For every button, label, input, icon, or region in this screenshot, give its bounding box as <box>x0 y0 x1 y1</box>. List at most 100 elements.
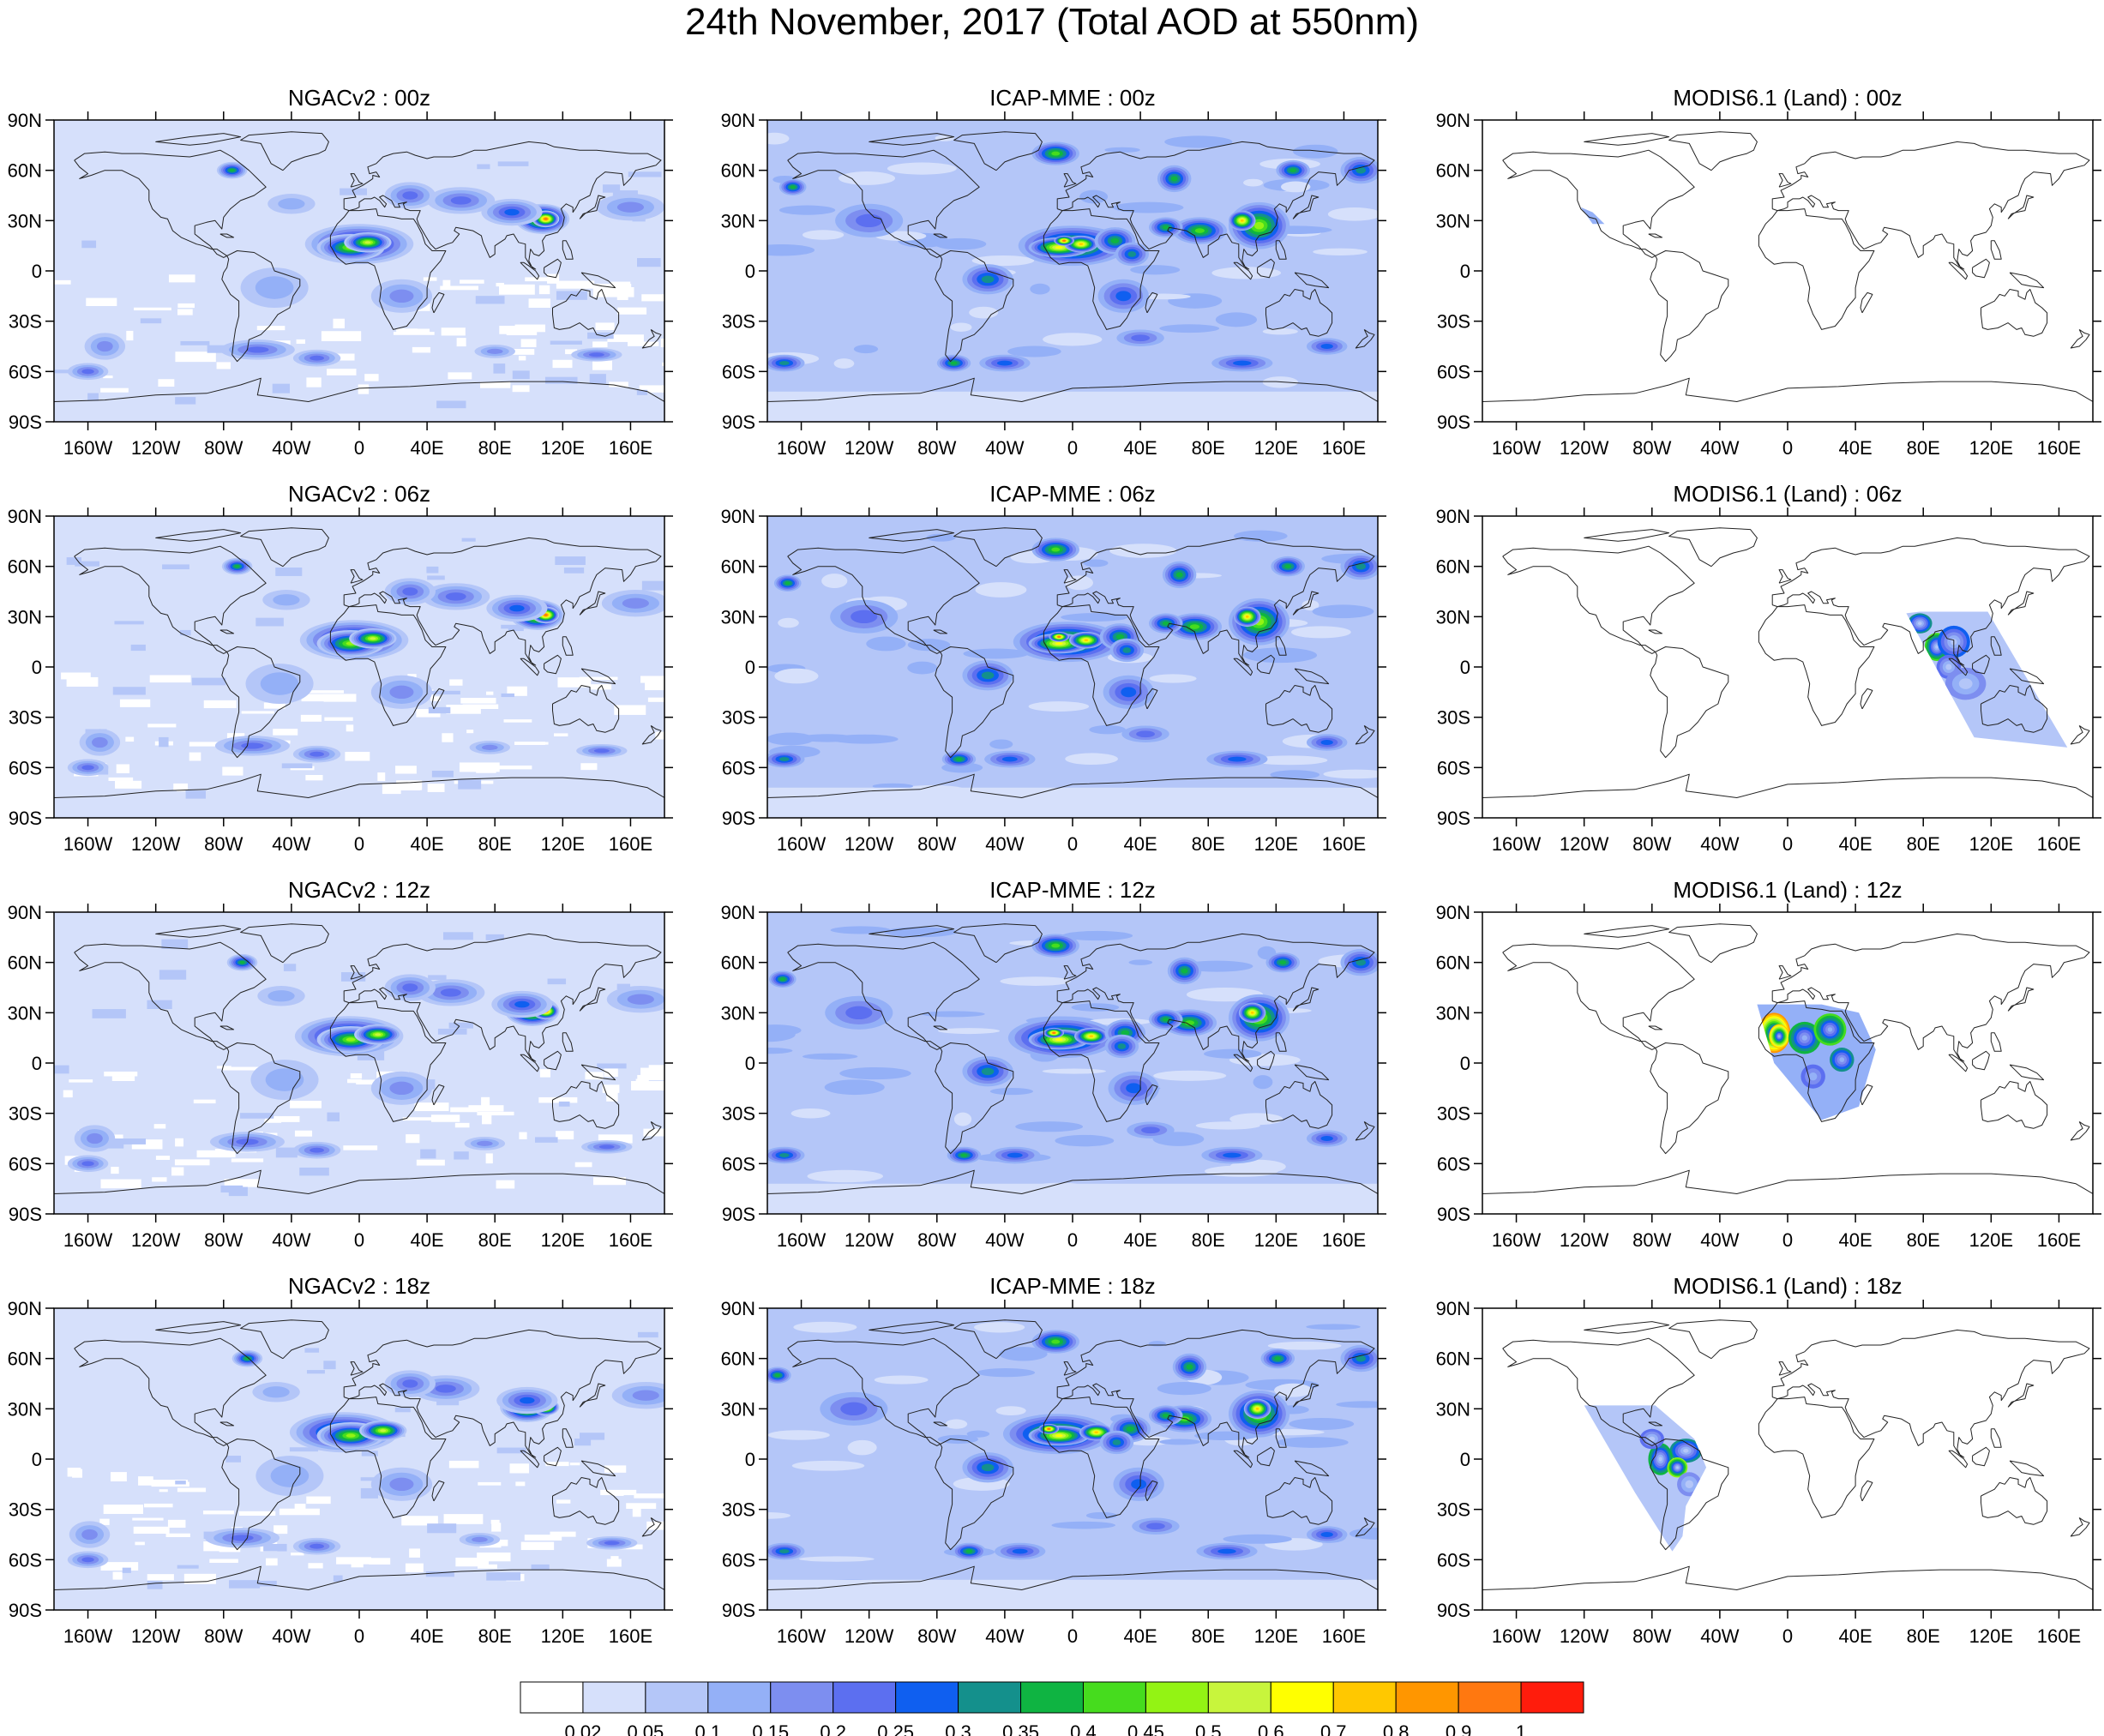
aod-patch <box>1194 1431 1258 1441</box>
aod-contour <box>270 1464 310 1487</box>
aod-contour <box>840 1402 868 1416</box>
aod-contour <box>1131 334 1151 342</box>
clean-air-patch <box>442 279 451 290</box>
aod-contour <box>389 1081 414 1096</box>
clean-air-patch <box>580 763 598 771</box>
aod-patch <box>1164 135 1233 148</box>
coastline <box>935 250 1014 363</box>
coastline <box>1275 1032 1287 1052</box>
lon-tick-label: 0 <box>1067 437 1078 459</box>
coastline <box>953 923 1043 964</box>
clean-air-patch <box>640 676 664 683</box>
lat-tick-label: 90S <box>722 411 755 433</box>
clean-air-patch <box>103 375 113 379</box>
clean-air-patch <box>177 303 195 309</box>
aod-patch <box>995 1406 1026 1416</box>
colorbar-label: 0.1 <box>695 1721 722 1736</box>
lat-tick-label: 30S <box>722 311 755 333</box>
clean-air-patch <box>152 1177 167 1182</box>
panel-title: NGACv2 : 18z <box>288 1273 430 1299</box>
aod-field <box>54 120 664 422</box>
clean-air-patch <box>545 1462 569 1467</box>
lat-tick-label: 90N <box>1436 1298 1470 1319</box>
clean-air-patch <box>449 679 463 686</box>
aod-contour <box>1122 647 1132 653</box>
aod-contour <box>81 765 94 771</box>
coastline <box>1063 569 1077 584</box>
lon-tick-label: 160E <box>2037 1229 2081 1251</box>
lon-tick-label: 120W <box>131 833 181 855</box>
clean-air-patch <box>416 1159 445 1166</box>
aod-contour <box>790 185 796 189</box>
clean-air-patch <box>125 736 135 742</box>
clean-air-patch <box>327 369 357 375</box>
aod-patch <box>229 1580 261 1589</box>
coastline <box>1758 1397 1875 1518</box>
clean-air-patch <box>147 1574 174 1581</box>
coastline <box>1990 240 2002 260</box>
panels-layer: NGACv2 : 00z 90N 60N 30N 0 30S 60S 90S 160W 120W 8… <box>8 85 2101 1647</box>
coastline <box>1648 1421 1663 1427</box>
clean-air-patch <box>610 1556 619 1562</box>
lat-tick-label: 0 <box>1460 1053 1470 1074</box>
clean-air-patch <box>221 1066 263 1071</box>
aod-patch <box>824 1079 885 1096</box>
aod-patch <box>1043 333 1103 346</box>
lat-tick-label: 30S <box>1437 1499 1470 1521</box>
lat-tick-label: 60S <box>9 757 42 778</box>
clean-air-patch <box>155 1156 171 1160</box>
clean-air-patch <box>346 724 354 732</box>
aod-contour <box>616 201 645 213</box>
aod-contour <box>234 564 240 568</box>
lat-tick-label: 90S <box>9 1600 42 1621</box>
clean-air-patch <box>631 1080 664 1091</box>
clean-air-patch <box>647 697 664 702</box>
aod-patch <box>636 389 648 395</box>
coastlines <box>767 131 1378 402</box>
aod-contour <box>268 990 295 1002</box>
lat-tick-label: 60N <box>721 556 755 578</box>
clean-air-patch <box>476 766 496 773</box>
coastline <box>1584 529 1670 542</box>
clean-air-patch <box>115 780 142 789</box>
coastline <box>1981 1477 2048 1525</box>
clean-air-patch <box>585 1072 604 1080</box>
aod-patch <box>333 1575 343 1583</box>
aod-contour <box>1162 621 1169 626</box>
lat-tick-label: 30S <box>9 707 42 729</box>
clean-air-patch <box>604 1067 618 1078</box>
coastline <box>2070 1120 2090 1141</box>
coastline <box>1650 646 1729 759</box>
clean-air-patch <box>99 1518 110 1525</box>
clean-air-patch <box>294 1504 306 1511</box>
aod-patch <box>162 564 189 570</box>
lat-tick-label: 30S <box>722 707 755 729</box>
aod-contour <box>229 168 235 172</box>
lon-tick-label: 40E <box>1124 1229 1157 1251</box>
lat-tick-label: 90S <box>1437 411 1470 433</box>
coastline <box>74 941 267 1050</box>
lon-tick-label: 0 <box>1067 1229 1078 1251</box>
clean-air-patch <box>100 1562 139 1571</box>
lon-tick-label: 80W <box>1632 833 1671 855</box>
coastline <box>552 685 620 733</box>
coastline <box>74 149 267 258</box>
aod-patch <box>340 972 366 982</box>
aod-contour <box>1121 687 1137 698</box>
clean-air-patch <box>556 1131 574 1140</box>
aod-contour <box>960 1153 968 1157</box>
coastline <box>1043 1397 1160 1518</box>
aod-contour <box>1175 572 1183 578</box>
map-panel: NGACv2 : 12z 90N 60N 30N 0 30S 60S 90S 160W 120W 8… <box>8 877 673 1251</box>
aod-patch <box>1028 701 1090 712</box>
coastline <box>1482 1565 2093 1590</box>
aod-patch <box>938 1028 1001 1035</box>
clean-air-patch <box>183 1573 216 1584</box>
aod-contour <box>231 1535 254 1541</box>
clean-air-patch <box>111 1076 135 1082</box>
lon-tick-label: 40E <box>411 1229 444 1251</box>
lon-tick-label: 40W <box>1700 437 1739 459</box>
coastline <box>562 1032 574 1052</box>
coastline <box>350 1361 364 1376</box>
aod-patch <box>427 1523 457 1534</box>
